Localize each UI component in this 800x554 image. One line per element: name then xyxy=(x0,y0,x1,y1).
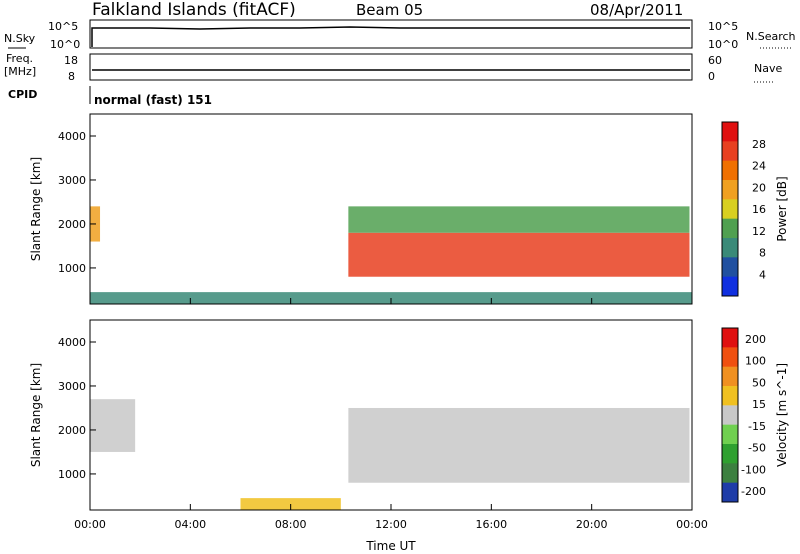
colorbar-tick-label: 20 xyxy=(752,181,766,194)
colorbar-tick-label: 12 xyxy=(752,225,766,238)
colorbar-segment xyxy=(722,366,738,387)
freq-strip: Freq. [MHz] 18 8 Nave 60 0 xyxy=(4,52,782,83)
x-tick-label: 00:00 xyxy=(74,518,106,531)
colorbar-segment xyxy=(722,444,738,464)
colorbar-segment xyxy=(722,276,738,297)
y-tick-label: 2000 xyxy=(58,424,86,437)
colorbar-tick-label: 100 xyxy=(745,355,766,368)
nsearch-tick-bottom: 10^0 xyxy=(708,38,738,51)
beam-title: Beam 05 xyxy=(356,1,423,19)
power-panel: 1000 2000 3000 4000 Slant Range [km] 4 8 12 16 20… xyxy=(29,113,789,305)
nave-label: Nave xyxy=(754,62,782,75)
colorbar-segment xyxy=(722,160,738,181)
x-tick-label: 16:00 xyxy=(475,518,507,531)
y-axis-label: Slant Range [km] xyxy=(29,363,43,467)
nsky-strip: N.Sky 10^5 10^0 N.Search 10^5 10^0 xyxy=(4,19,796,51)
x-tick-label: 00:00 xyxy=(676,518,708,531)
x-tick-label: 04:00 xyxy=(174,518,206,531)
nsearch-tick-top: 10^5 xyxy=(708,20,738,33)
colorbar-segment xyxy=(722,141,738,162)
cpid-text: normal (fast) 151 xyxy=(94,93,212,107)
colorbar-tick-label: -200 xyxy=(741,485,766,498)
y-tick-label: 2000 xyxy=(58,218,86,231)
colorbar-frame xyxy=(721,327,739,503)
colorbar-segment xyxy=(722,386,738,406)
y-tick-label: 3000 xyxy=(58,174,86,187)
colorbar-segment xyxy=(722,347,738,368)
colorbar-tick-label: 15 xyxy=(752,398,766,411)
colorbar-segment xyxy=(722,122,738,142)
x-tick-label: 08:00 xyxy=(275,518,307,531)
colorbar-tick-label: 4 xyxy=(759,268,766,281)
data-region xyxy=(348,232,690,277)
colorbar-tick-label: 16 xyxy=(752,203,766,216)
colorbar-tick-label: 24 xyxy=(752,160,766,173)
x-tick-label: 12:00 xyxy=(375,518,407,531)
y-tick-label: 4000 xyxy=(58,336,86,349)
colorbar-tick-label: 8 xyxy=(759,247,766,260)
freq-label: Freq. xyxy=(6,52,33,65)
colorbar-segment xyxy=(722,424,738,445)
colorbar-tick-label: -15 xyxy=(748,420,766,433)
freq-tick-bottom: 8 xyxy=(68,70,75,83)
nsky-tick-top: 10^5 xyxy=(48,20,78,33)
freq-unit: [MHz] xyxy=(4,65,36,78)
colorbar-label: Velocity [m s^-1] xyxy=(775,363,789,467)
colorbar-tick-label: -100 xyxy=(741,463,766,476)
x-axis-label: Time UT xyxy=(365,539,416,553)
colorbar-segment xyxy=(722,238,738,258)
colorbar-segment xyxy=(722,482,738,503)
colorbar-segment xyxy=(722,463,738,484)
data-region xyxy=(348,407,690,483)
x-tick-label: 20:00 xyxy=(576,518,608,531)
nsky-trace xyxy=(91,26,690,47)
colorbar-segment xyxy=(722,328,738,348)
data-region xyxy=(348,206,690,233)
station-title: Falkland Islands (fitACF) xyxy=(92,0,296,20)
velocity-panel: 1000 2000 3000 4000 Slant Range [km] 00:00 04:… xyxy=(29,319,789,553)
data-region xyxy=(90,399,136,452)
y-tick-label: 1000 xyxy=(58,262,86,275)
colorbar-tick-label: -50 xyxy=(748,442,766,455)
colorbar-segment xyxy=(722,180,738,200)
y-tick-label: 1000 xyxy=(58,468,86,481)
colorbar-segment xyxy=(722,199,738,220)
colorbar-segment xyxy=(722,218,738,239)
nsearch-label: N.Search xyxy=(746,30,796,43)
y-tick-label: 4000 xyxy=(58,130,86,143)
nsky-label: N.Sky xyxy=(4,32,36,45)
colorbar-frame xyxy=(721,121,739,297)
colorbar-segment xyxy=(722,405,738,426)
nave-tick-bottom: 0 xyxy=(708,70,715,83)
date-title: 08/Apr/2011 xyxy=(590,1,683,19)
colorbar-tick-label: 200 xyxy=(745,333,766,346)
freq-tick-top: 18 xyxy=(64,54,78,67)
colorbar-tick-label: 28 xyxy=(752,138,766,151)
y-tick-label: 3000 xyxy=(58,380,86,393)
cpid-label: CPID xyxy=(8,88,37,101)
colorbar-segment xyxy=(722,257,738,278)
y-axis-label: Slant Range [km] xyxy=(29,157,43,261)
nave-tick-top: 60 xyxy=(708,54,722,67)
colorbar-tick-label: 50 xyxy=(752,376,766,389)
nsky-tick-bottom: 10^0 xyxy=(50,38,80,51)
colorbar-label: Power [dB] xyxy=(775,176,789,241)
